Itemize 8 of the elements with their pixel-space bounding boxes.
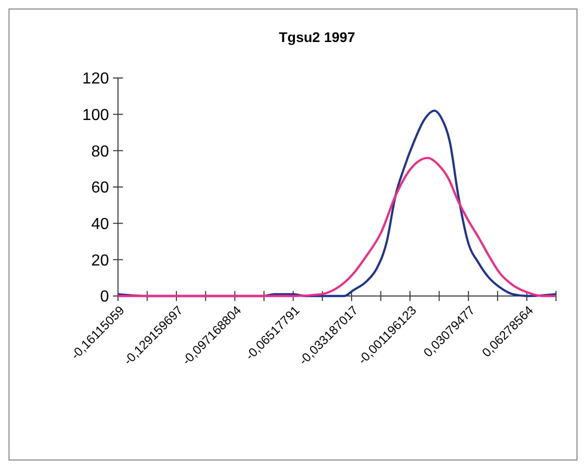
y-tick-label: 100 — [82, 106, 110, 124]
y-tick-label: 0 — [100, 288, 110, 306]
y-tick-label: 20 — [91, 252, 110, 270]
chart-title: Tgsu2 1997 — [278, 29, 356, 45]
y-tick-label: 40 — [91, 216, 110, 233]
y-tick-label: 80 — [91, 143, 110, 160]
y-tick-label: 60 — [91, 180, 110, 197]
y-tick-label: 120 — [82, 70, 110, 88]
